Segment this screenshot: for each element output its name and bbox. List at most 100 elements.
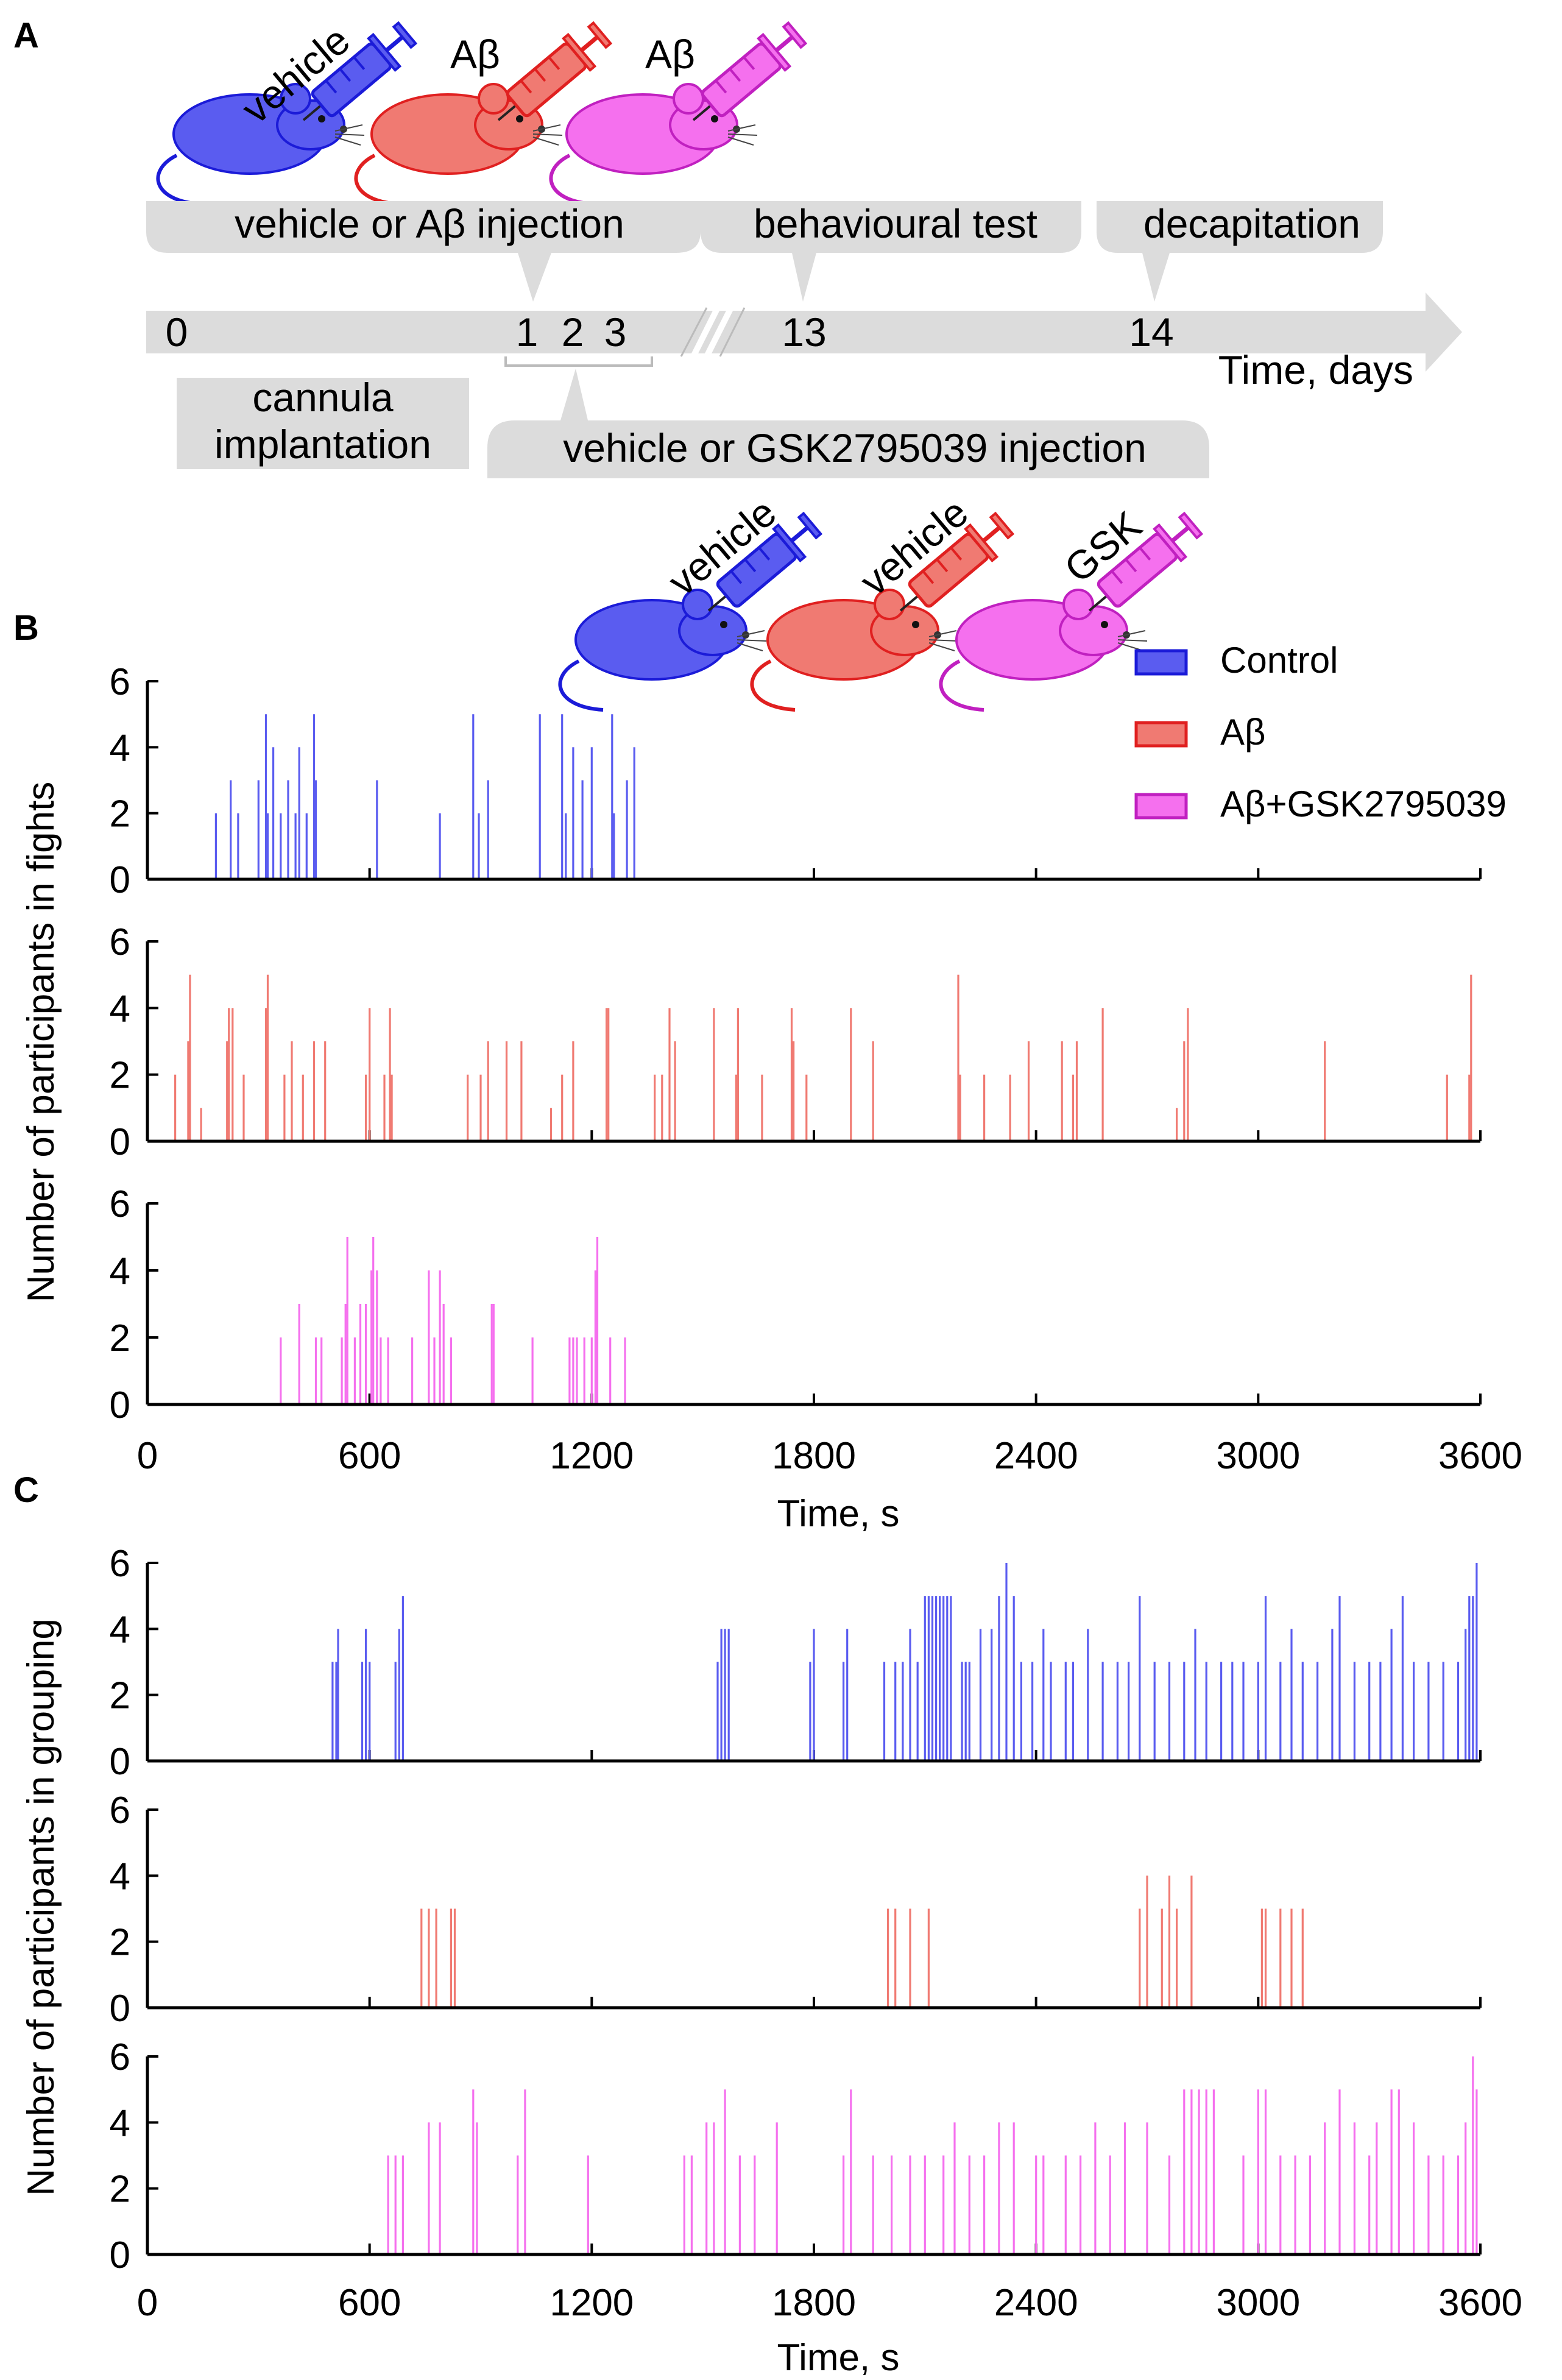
days-bracket <box>504 356 653 367</box>
bar-abeta_gsk <box>850 2089 852 2254</box>
x-tick-label: 3600 <box>1438 1435 1522 1477</box>
bar-control <box>1472 1596 1474 1761</box>
bar-abeta <box>189 974 191 1141</box>
bar-abeta <box>1446 1074 1448 1141</box>
bottom-mouse-icon <box>558 589 767 712</box>
y-tick-label: 0 <box>110 1741 130 1783</box>
bar-abeta_gsk <box>1475 2089 1478 2254</box>
bar-abeta <box>607 1008 610 1141</box>
syringe-mark <box>729 68 741 82</box>
bar-abeta <box>606 1008 608 1141</box>
bottom-syringe-icon <box>1088 511 1204 612</box>
bar-abeta <box>390 1074 393 1141</box>
bar-abeta_gsk <box>624 1337 626 1404</box>
bar-control <box>931 1596 934 1761</box>
bar-abeta <box>661 1074 663 1141</box>
bar-abeta <box>737 1008 739 1141</box>
bar-abeta <box>674 1041 676 1141</box>
mouse-tail <box>558 659 604 712</box>
bar-control <box>539 714 541 879</box>
top-injection-label: Aβ <box>645 32 695 77</box>
y-tick-label: 2 <box>110 2169 130 2211</box>
x-tick-label: 0 <box>137 1435 158 1477</box>
bar-abeta <box>313 1041 316 1141</box>
bar-control <box>361 1662 364 1761</box>
bar-control <box>716 1662 719 1761</box>
bar-abeta_gsk <box>370 1270 373 1404</box>
mouse-eye <box>318 115 325 122</box>
bar-abeta_gsk <box>1413 2122 1415 2254</box>
bar-abeta_gsk <box>298 1304 300 1404</box>
bar-abeta <box>872 1041 874 1141</box>
bottom-mouse-icon <box>750 589 959 712</box>
legend-swatch-control <box>1134 649 1188 676</box>
bar-control <box>883 1662 886 1761</box>
bar-control <box>961 1662 963 1761</box>
bar-abeta_gsk <box>953 2122 956 2254</box>
bar-abeta <box>654 1074 656 1141</box>
bar-abeta <box>790 1008 793 1141</box>
bar-control <box>1353 1662 1355 1761</box>
bar-abeta_gsk <box>531 1337 534 1404</box>
timeline-break-line <box>680 307 708 357</box>
bar-abeta_gsk <box>490 1304 493 1404</box>
bar-control <box>813 1629 815 1761</box>
bar-abeta <box>383 1074 386 1141</box>
bar-control <box>257 780 260 879</box>
mouse-ear <box>673 83 704 115</box>
bar-abeta <box>467 1074 469 1141</box>
bar-abeta_gsk <box>596 1237 599 1404</box>
y-tick-label: 0 <box>110 1121 130 1163</box>
bar-abeta <box>226 1041 228 1141</box>
bar-abeta_gsk <box>376 1270 378 1404</box>
bar-abeta_gsk <box>1465 2122 1467 2254</box>
bar-control <box>294 813 297 879</box>
bar-abeta <box>1279 1908 1282 2008</box>
y-tick-label: 2 <box>110 1317 130 1359</box>
bar-control <box>305 813 308 879</box>
syringe-plunger <box>982 526 1001 543</box>
bar-abeta <box>1187 1008 1189 1141</box>
bar-abeta <box>228 1008 230 1141</box>
bar-abeta_gsk <box>568 1337 571 1404</box>
bar-abeta <box>1027 1041 1030 1141</box>
syringe-flange <box>757 32 792 73</box>
syringe-mark <box>743 56 755 70</box>
bar-control <box>950 1596 952 1761</box>
bar-abeta_gsk <box>1146 2122 1148 2254</box>
bar-abeta_gsk <box>428 1270 430 1404</box>
bar-control <box>572 747 574 879</box>
y-tick-label: 2 <box>110 1055 130 1097</box>
bar-abeta_gsk <box>843 2155 845 2254</box>
decapitation-bubble <box>1097 201 1383 302</box>
bar-abeta_gsk <box>1205 2089 1207 2254</box>
bar-control <box>1101 1662 1104 1761</box>
bar-control <box>337 1629 339 1761</box>
mouse-ear <box>874 589 905 620</box>
mouse-whiskers <box>334 124 365 146</box>
top-injection-label: Aβ <box>450 32 500 77</box>
bar-control <box>909 1629 911 1761</box>
bar-abeta <box>550 1108 553 1141</box>
top-syringe-icon <box>497 21 613 121</box>
bar-control <box>1087 1629 1089 1761</box>
syringe-needle <box>497 104 517 121</box>
bar-control <box>1042 1629 1045 1761</box>
bar-control <box>633 747 635 879</box>
bar-abeta_gsk <box>439 1270 441 1404</box>
bar-abeta_gsk <box>583 1337 585 1404</box>
bar-abeta_gsk <box>1294 2155 1296 2254</box>
bar-control <box>369 1662 371 1761</box>
y-tick-label: 6 <box>110 1183 130 1225</box>
bar-control <box>1390 1629 1393 1761</box>
bar-control <box>964 1662 967 1761</box>
bar-abeta <box>266 974 269 1141</box>
mouse-eye <box>1101 621 1108 628</box>
y-tick-label: 0 <box>110 859 130 901</box>
bar-control <box>1442 1662 1444 1761</box>
bar-abeta <box>1146 1875 1148 2008</box>
bar-control <box>313 714 316 879</box>
bar-control <box>1012 1596 1015 1761</box>
bar-abeta_gsk <box>442 1304 445 1404</box>
bar-abeta <box>735 1074 737 1141</box>
